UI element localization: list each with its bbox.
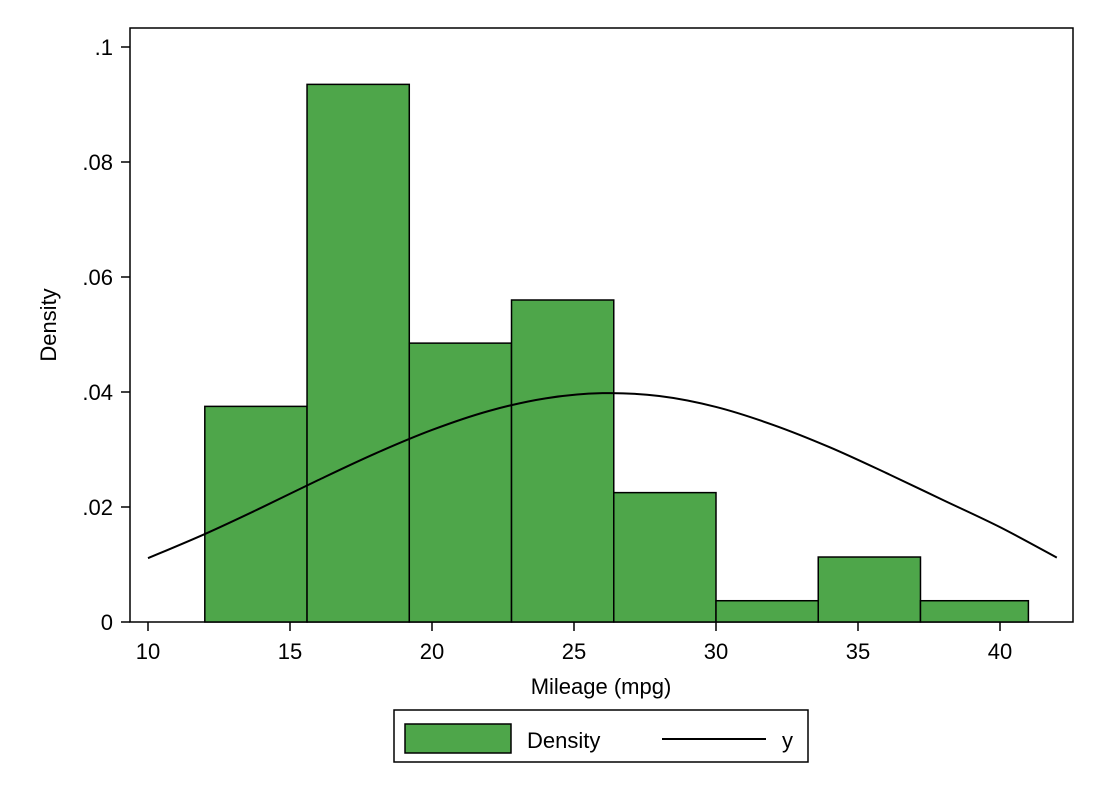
histogram-bars [204, 83, 1030, 623]
y-tick-label: .04 [82, 380, 113, 405]
y-axis-title: Density [36, 288, 61, 361]
x-axis: 10 15 20 25 30 35 40 [136, 622, 1012, 664]
x-tick-label: 30 [704, 639, 728, 664]
density-curve-line [147, 392, 1058, 560]
histogram-bar [715, 599, 819, 623]
histogram-bar [613, 491, 717, 623]
histogram-bar [817, 556, 922, 623]
x-tick-label: 15 [278, 639, 302, 664]
y-tick-label: .06 [82, 265, 113, 290]
legend-label-density: Density [527, 728, 600, 753]
x-tick-label: 25 [562, 639, 586, 664]
y-tick-label: .08 [82, 150, 113, 175]
y-tick-label: .02 [82, 495, 113, 520]
y-tick-label: 0 [101, 610, 113, 635]
legend-swatch-density [404, 723, 512, 754]
legend-label-y: y [782, 728, 793, 753]
x-tick-label: 10 [136, 639, 160, 664]
x-tick-label: 35 [846, 639, 870, 664]
histogram-bar [306, 83, 411, 623]
legend: Density y [393, 709, 809, 763]
x-tick-label: 20 [420, 639, 444, 664]
histogram-bar [204, 405, 308, 623]
x-axis-title: Mileage (mpg) [531, 674, 672, 699]
y-tick-label: .1 [95, 35, 113, 60]
histogram-bar [510, 299, 615, 623]
histogram-bar [408, 342, 513, 623]
y-axis: 0 .02 .04 .06 .08 .1 [82, 35, 130, 635]
x-tick-label: 40 [988, 639, 1012, 664]
histogram-bar [919, 599, 1030, 623]
density-curve [147, 392, 1058, 560]
